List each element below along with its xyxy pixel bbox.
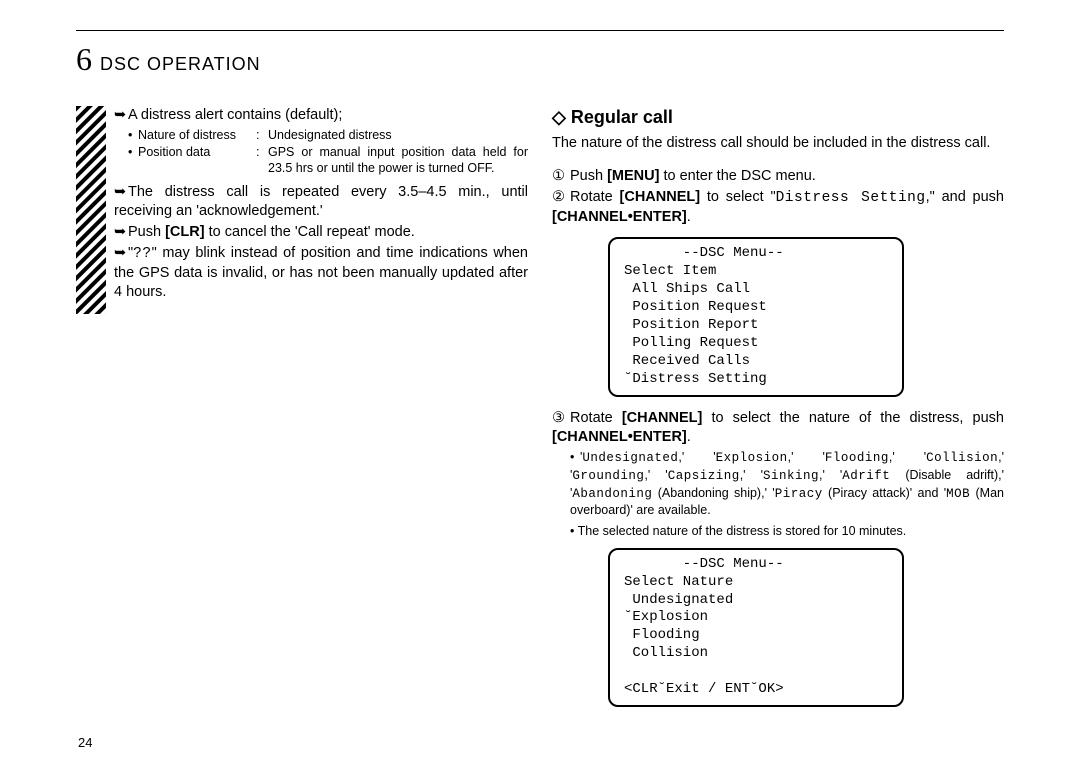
- qq-code: ??: [133, 246, 151, 262]
- sub2-value: GPS or manual input position data held f…: [268, 144, 528, 177]
- sub2-label: Position data: [138, 144, 256, 177]
- sub1-label: Nature of distress: [138, 127, 256, 144]
- hatched-bar-icon: [76, 106, 106, 314]
- step-3: ③Rotate [CHANNEL] to select the nature o…: [552, 409, 1004, 447]
- dot-icon: •: [128, 144, 138, 177]
- chapter-number: 6: [76, 41, 92, 78]
- bullet-1-text: A distress alert contains (default);: [128, 107, 342, 123]
- bullet-3-a: Push: [128, 224, 165, 240]
- arrow-icon: ➥: [114, 106, 128, 125]
- step-2-num: ②: [552, 188, 570, 207]
- channel-enter-keycap: [CHANNEL•ENTER]: [552, 209, 687, 225]
- bullet-3-b: to cancel the 'Call repeat' mode.: [205, 224, 415, 240]
- lcd-screen-1: --DSC Menu-- Select Item All Ships Call …: [608, 237, 904, 396]
- sub-bullets: • Nature of distress : Undesignated dist…: [128, 127, 528, 177]
- chapter-header: 6 DSC OPERATION: [76, 41, 1004, 78]
- heading-text: Regular call: [571, 107, 673, 127]
- bullet-1: ➥A distress alert contains (default);: [114, 106, 528, 125]
- distress-setting-code: Distress Setting: [776, 190, 926, 206]
- lead-text: The nature of the distress call should b…: [552, 134, 1004, 153]
- step-3-num: ③: [552, 409, 570, 428]
- step-1-num: ①: [552, 167, 570, 186]
- chapter-title: DSC OPERATION: [100, 54, 261, 75]
- bullet-3: ➥Push [CLR] to cancel the 'Call repeat' …: [114, 223, 528, 242]
- channel-enter-keycap-2: [CHANNEL•ENTER]: [552, 429, 687, 445]
- step-2: ②Rotate [CHANNEL] to select "Distress Se…: [552, 188, 1004, 227]
- left-column: ➥A distress alert contains (default); • …: [76, 106, 528, 719]
- channel-keycap: [CHANNEL]: [620, 189, 701, 205]
- diamond-icon: ◇: [552, 107, 566, 127]
- channel-keycap-2: [CHANNEL]: [622, 410, 703, 426]
- lcd-screen-2: --DSC Menu-- Select Nature Undesignated …: [608, 548, 904, 707]
- menu-keycap: [MENU]: [607, 168, 659, 184]
- dot-icon: •: [128, 127, 138, 144]
- clr-keycap: [CLR]: [165, 224, 204, 240]
- bullet-2: ➥The distress call is repeated every 3.5…: [114, 183, 528, 221]
- right-column: ◇ Regular call The nature of the distres…: [552, 106, 1004, 719]
- section-heading: ◇ Regular call: [552, 106, 1004, 130]
- arrow-icon: ➥: [114, 183, 128, 202]
- sub1-value: Undesignated distress: [268, 127, 528, 144]
- dot-icon: •: [570, 449, 580, 466]
- bullet-4-b: " may blink instead of position and time…: [114, 245, 528, 300]
- step-1: ①Push [MENU] to enter the DSC menu.: [552, 167, 1004, 186]
- available-options: •'Undesignated,' 'Explosion,' 'Flooding,…: [570, 449, 1004, 520]
- stored-note: • The selected nature of the distress is…: [570, 523, 1004, 540]
- arrow-icon: ➥: [114, 223, 128, 242]
- page-number: 24: [78, 735, 92, 750]
- arrow-icon: ➥: [114, 244, 128, 263]
- bullet-2-text: The distress call is repeated every 3.5–…: [114, 184, 528, 219]
- bullet-4: ➥"??" may blink instead of position and …: [114, 244, 528, 302]
- top-rule: [76, 30, 1004, 31]
